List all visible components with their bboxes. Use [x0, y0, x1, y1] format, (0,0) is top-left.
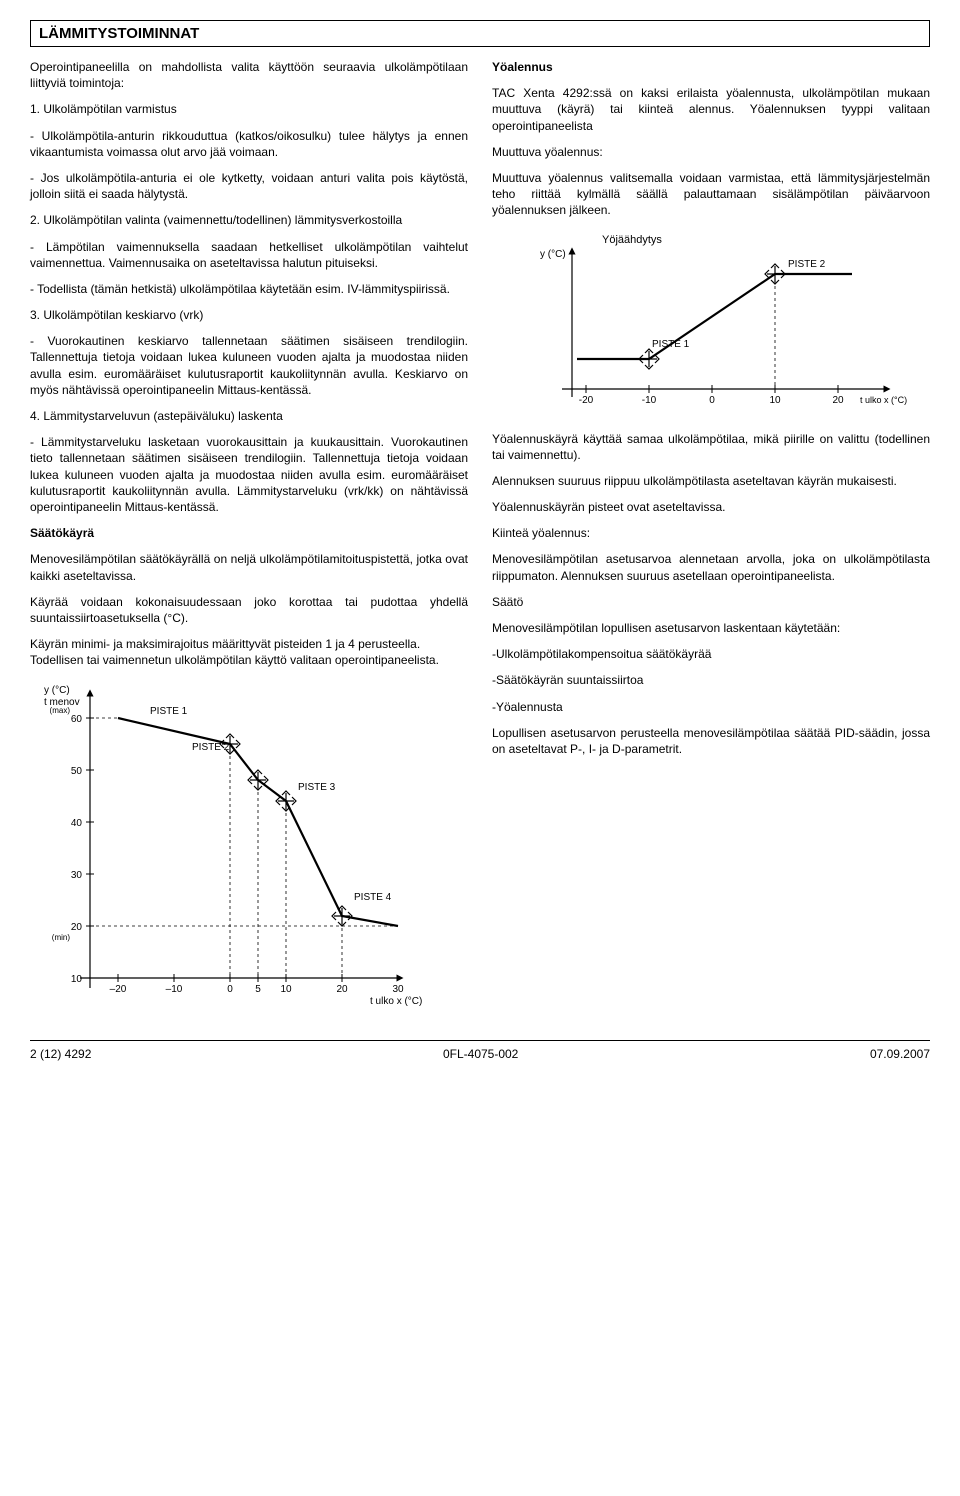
svg-text:PISTE 1: PISTE 1: [652, 339, 690, 350]
svg-text:PISTE 4: PISTE 4: [354, 892, 392, 903]
chart1-point-labels: PISTE 1 PISTE 2 PISTE 3 PISTE 4: [150, 706, 392, 903]
svg-text:10: 10: [280, 984, 292, 995]
skc: Käyrän minimi- ja maksimirajoitus määrit…: [30, 636, 468, 652]
right-column: Yöalennus TAC Xenta 4292:ssä on kaksi er…: [492, 59, 930, 1030]
svg-text:5: 5: [255, 984, 261, 995]
s2-heading: 2. Ulkolämpötilan valinta (vaimennettu/t…: [30, 212, 468, 228]
chart2-point-labels: PISTE 1 PISTE 2: [652, 259, 826, 350]
chart1-tulko: t ulko x (°C): [370, 996, 422, 1007]
svg-text:PISTE 2: PISTE 2: [192, 742, 230, 753]
s1b: - Jos ulkolämpötila-anturia ei ole kytke…: [30, 170, 468, 202]
chart1-ylabel: y (°C): [44, 685, 70, 696]
svg-text:20: 20: [832, 395, 844, 406]
chart2-svg: Yöjäähdytys y (°C) -20 -10 0 10 20 t ulk…: [492, 229, 912, 419]
kiintea-heading: Kiinteä yöalennus:: [492, 525, 930, 541]
svg-text:10: 10: [769, 395, 781, 406]
saato-heading: Säätö: [492, 594, 930, 610]
sad: -Yöalennusta: [492, 699, 930, 715]
svg-text:30: 30: [71, 870, 83, 881]
ykb: Alennuksen suuruus riippuu ulkolämpötila…: [492, 473, 930, 489]
svg-text:10: 10: [71, 974, 83, 985]
skd: Todellisen tai vaimennetun ulkolämpötila…: [30, 652, 468, 668]
s1a: - Ulkolämpötila-anturin rikkouduttua (ka…: [30, 128, 468, 160]
ska: Menovesilämpötilan säätökäyrällä on nelj…: [30, 551, 468, 583]
s3-heading: 3. Ulkolämpötilan keskiarvo (vrk): [30, 307, 468, 323]
chart2-xticks: -20 -10 0 10 20: [579, 385, 844, 406]
night-reduction-chart: Yöjäähdytys y (°C) -20 -10 0 10 20 t ulk…: [492, 229, 930, 419]
columns: Operointipaneelilla on mahdollista valit…: [30, 59, 930, 1030]
sae: Lopullisen asetusarvon perusteella menov…: [492, 725, 930, 757]
svg-text:-10: -10: [642, 395, 657, 406]
intro: Operointipaneelilla on mahdollista valit…: [30, 59, 468, 91]
svg-text:0: 0: [227, 984, 233, 995]
left-column: Operointipaneelilla on mahdollista valit…: [30, 59, 468, 1030]
svg-text:20: 20: [336, 984, 348, 995]
chart2-title: Yöjäähdytys: [602, 234, 662, 246]
s2b: - Todellista (tämän hetkistä) ulkolämpöt…: [30, 281, 468, 297]
page: LÄMMITYSTOIMINNAT Operointipaneelilla on…: [0, 0, 960, 1076]
kia: Menovesilämpötilan asetusarvoa alennetaa…: [492, 551, 930, 583]
svg-text:(min): (min): [52, 933, 71, 942]
svg-text:20: 20: [71, 922, 83, 933]
svg-text:0: 0: [709, 395, 715, 406]
svg-text:-20: -20: [579, 395, 594, 406]
svg-text:60: 60: [71, 714, 83, 725]
s1-heading: 1. Ulkolämpötilan varmistus: [30, 101, 468, 117]
s3a: - Vuorokautinen keskiarvo tallennetaan s…: [30, 333, 468, 398]
sac: -Säätökäyrän suuntaissiirtoa: [492, 672, 930, 688]
skb: Käyrää voidaan kokonaisuudessaan joko ko…: [30, 594, 468, 626]
chart2-tulko: t ulko x (°C): [860, 395, 907, 405]
control-curve-chart: y (°C) t menov 60 (max) 50 40 30 20: [30, 678, 468, 1018]
s4-heading: 4. Lämmitystarveluvun (astepäiväluku) la…: [30, 408, 468, 424]
sab: -Ulkolämpötilakompensoitua säätökäyrää: [492, 646, 930, 662]
saatokayra-heading: Säätökäyrä: [30, 525, 468, 541]
chart1-svg: y (°C) t menov 60 (max) 50 40 30 20: [30, 678, 430, 1018]
chart1-xticks: –20 –10 0 5 10 20 30: [110, 974, 404, 995]
chart2-ylabel: y (°C): [540, 249, 566, 260]
chart2-line: [577, 274, 852, 359]
svg-text:PISTE 1: PISTE 1: [150, 706, 188, 717]
svg-text:40: 40: [71, 818, 83, 829]
svg-text:50: 50: [71, 766, 83, 777]
chart1-dashes: [90, 718, 398, 978]
footer: 2 (12) 4292 0FL-4075-002 07.09.2007: [30, 1040, 930, 1061]
footer-right: 07.09.2007: [870, 1047, 930, 1061]
footer-left: 2 (12) 4292: [30, 1047, 91, 1061]
s4a: - Lämmitystarveluku lasketaan vuorokausi…: [30, 434, 468, 515]
chart1-yticks: 60 (max) 50 40 30 20 (min) 10: [50, 706, 94, 985]
svg-text:30: 30: [392, 984, 404, 995]
svg-text:–10: –10: [166, 984, 183, 995]
yoa: TAC Xenta 4292:ssä on kaksi erilaista yö…: [492, 85, 930, 134]
yoalennus-heading: Yöalennus: [492, 59, 930, 75]
footer-mid: 0FL-4075-002: [443, 1047, 518, 1061]
saa: Menovesilämpötilan lopullisen asetusarvo…: [492, 620, 930, 636]
page-title: LÄMMITYSTOIMINNAT: [30, 20, 930, 47]
s2a: - Lämpötilan vaimennuksella saadaan hetk…: [30, 239, 468, 271]
svg-text:–20: –20: [110, 984, 127, 995]
svg-text:(max): (max): [50, 706, 71, 715]
svg-text:PISTE 3: PISTE 3: [298, 782, 336, 793]
ykc: Yöalennuskäyrän pisteet ovat aseteltavis…: [492, 499, 930, 515]
muuttuva-heading: Muuttuva yöalennus:: [492, 144, 930, 160]
mua: Muuttuva yöalennus valitsemalla voidaan …: [492, 170, 930, 219]
yka: Yöalennuskäyrä käyttää samaa ulkolämpöti…: [492, 431, 930, 463]
svg-text:PISTE 2: PISTE 2: [788, 259, 826, 270]
